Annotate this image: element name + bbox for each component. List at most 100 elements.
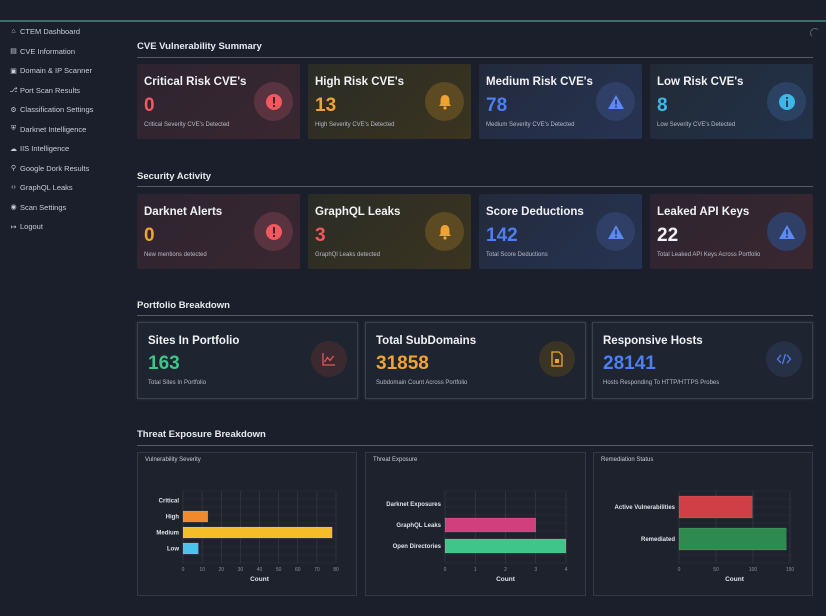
- bar: [444, 538, 567, 554]
- tick-label: 4: [565, 567, 568, 573]
- card-title: High Risk CVE's: [315, 76, 405, 88]
- sidebar-item-label: Port Scan Results: [20, 85, 81, 95]
- card-value: 22: [657, 225, 679, 246]
- sidebar-item-darknet-intelligence[interactable]: ⛨ Darknet Intelligence: [0, 120, 130, 140]
- card-leaked-api-keys: Leaked API Keys 22 Total Leaked API Keys…: [650, 194, 813, 269]
- section-title-threat: Threat Exposure Breakdown: [137, 429, 266, 440]
- card-subtitle: High Severity CVE's Detected: [315, 122, 395, 128]
- shield-icon: ⛨: [10, 125, 17, 133]
- tick-label: 150: [786, 567, 795, 573]
- bar: [182, 510, 209, 523]
- card-title: Sites In Portfolio: [148, 335, 240, 347]
- sidebar-item-cve-information[interactable]: ▤ CVE Information: [0, 42, 130, 62]
- card-title: Score Deductions: [486, 206, 584, 218]
- sidebar-item-label: CVE Information: [20, 46, 76, 56]
- section-divider: [137, 315, 813, 316]
- tick-label: 0: [444, 567, 447, 573]
- bell-icon: [425, 82, 464, 121]
- card-subtitle: Medium Severity CVE's Detected: [486, 122, 575, 128]
- tick-label: 1: [474, 567, 477, 573]
- cloud-icon: ☁: [10, 145, 17, 153]
- tick-label: 50: [713, 567, 719, 573]
- card-title: Total SubDomains: [376, 335, 477, 347]
- sidebar-item-scan-settings[interactable]: ◉ Scan Settings: [0, 198, 130, 218]
- card-value: 28141: [603, 353, 656, 374]
- bar: [444, 517, 536, 533]
- alert-circle-icon: [254, 82, 293, 121]
- card-darknet-alerts: Darknet Alerts 0 New mentions detected: [137, 194, 300, 269]
- sidebar-item-label: Google Dork Results: [20, 163, 90, 173]
- section-title-portfolio: Portfolio Breakdown: [137, 300, 230, 311]
- tick-label: 100: [749, 567, 758, 573]
- card-title: Medium Risk CVE's: [486, 76, 593, 88]
- chart-plot-remediation-status: 0 50 100 150 Active Vulnerabilities Remediate…: [615, 490, 795, 583]
- card-subtitle: GraphQl Leaks detected: [315, 252, 381, 258]
- sidebar-item-domain-ip-scanner[interactable]: ▣ Domain & IP Scanner: [0, 61, 130, 81]
- sidebar-item-port-scan-results[interactable]: ⎇ Port Scan Results: [0, 81, 130, 101]
- card-total-subdomains: Total SubDomains 31858 Subdomain Count A…: [365, 322, 586, 399]
- chart-plot-threat-exposure: 0 1 2 3 4 Darknet Exposures GraphQL Leaks Open …: [386, 490, 568, 583]
- category-label: Active Vulnerabilities: [615, 505, 676, 511]
- card-value: 0: [144, 95, 155, 116]
- logout-icon: ↦: [10, 223, 17, 231]
- card-subtitle: Low Severity CVE's Detected: [657, 122, 736, 128]
- warning-triangle-icon: [767, 212, 806, 251]
- card-value: 13: [315, 95, 337, 116]
- section-title-cve: CVE Vulnerability Summary: [137, 41, 262, 52]
- tick-label: 30: [238, 567, 244, 573]
- card-subtitle: Total Score Deductions: [486, 252, 548, 258]
- tick-label: 0: [182, 567, 185, 573]
- category-label: Open Directories: [393, 544, 442, 550]
- section-divider: [137, 57, 813, 58]
- bar: [182, 542, 199, 555]
- sidebar-item-label: Scan Settings: [20, 202, 67, 212]
- card-title: GraphQL Leaks: [315, 206, 401, 218]
- tick-label: 2: [504, 567, 507, 573]
- category-label: Critical: [159, 499, 180, 505]
- chart-plot-vulnerability-severity: 0 10 20 30 40 50 60 70 80 Critical High Medium Low Co…: [156, 490, 339, 583]
- info-circle-icon: [767, 82, 806, 121]
- card-value: 31858: [376, 353, 429, 374]
- card-subtitle: Subdomain Count Across Portfolio: [376, 380, 468, 386]
- bell-icon: [425, 212, 464, 251]
- tick-label: 3: [534, 567, 537, 573]
- card-value: 163: [148, 353, 180, 374]
- chart-threat-exposure: Threat Exposure 0 1 2 3 4 Darknet Exposures Gr…: [365, 452, 586, 596]
- sidebar-item-ctem-dashboard[interactable]: ⌂ CTEM Dashboard: [0, 22, 130, 42]
- document-icon: ▤: [10, 48, 17, 56]
- tick-label: 0: [678, 567, 681, 573]
- sidebar-item-label: IIS Intelligence: [20, 144, 70, 154]
- alert-circle-icon: [254, 212, 293, 251]
- gear-icon: ⚙: [10, 106, 17, 114]
- section-divider: [137, 445, 813, 446]
- sidebar-item-logout[interactable]: ↦ Logout: [0, 217, 130, 237]
- x-axis-label: Count: [250, 576, 270, 583]
- code-icon: ‹›: [11, 184, 16, 192]
- sidebar-item-label: CTEM Dashboard: [20, 27, 81, 37]
- category-label: High: [166, 515, 180, 521]
- sidebar-item-graphql-leaks[interactable]: ‹› GraphQL Leaks: [0, 178, 130, 198]
- card-value: 78: [486, 95, 508, 116]
- sidebar-item-google-dork-results[interactable]: ⚲ Google Dork Results: [0, 159, 130, 179]
- port-icon: ⎇: [9, 87, 18, 95]
- card-subtitle: New mentions detected: [144, 252, 207, 258]
- chart-vulnerability-severity: Vulnerability Severity 0 10 20 30 40 50 60 70 80…: [137, 452, 357, 596]
- sidebar-item-label: Darknet Intelligence: [20, 124, 87, 134]
- settings-icon: ◉: [10, 204, 17, 212]
- loading-spinner-icon: [810, 28, 820, 38]
- sidebar-item-label: GraphQL Leaks: [20, 183, 73, 193]
- card-title: Critical Risk CVE's: [144, 76, 247, 88]
- card-title: Low Risk CVE's: [657, 76, 744, 88]
- sidebar-item-iis-intelligence[interactable]: ☁ IIS Intelligence: [0, 139, 130, 159]
- card-high-cves: High Risk CVE's 13 High Severity CVE's D…: [308, 64, 471, 139]
- file-icon: [539, 341, 575, 377]
- card-value: 3: [315, 225, 326, 246]
- card-title: Leaked API Keys: [657, 206, 750, 218]
- tick-label: 80: [333, 567, 339, 573]
- home-icon: ⌂: [11, 28, 16, 36]
- tick-label: 50: [276, 567, 282, 573]
- category-label: GraphQL Leaks: [396, 523, 441, 529]
- card-value: 8: [657, 95, 668, 116]
- sidebar-item-classification-settings[interactable]: ⚙ Classification Settings: [0, 100, 130, 120]
- card-value: 142: [486, 225, 518, 246]
